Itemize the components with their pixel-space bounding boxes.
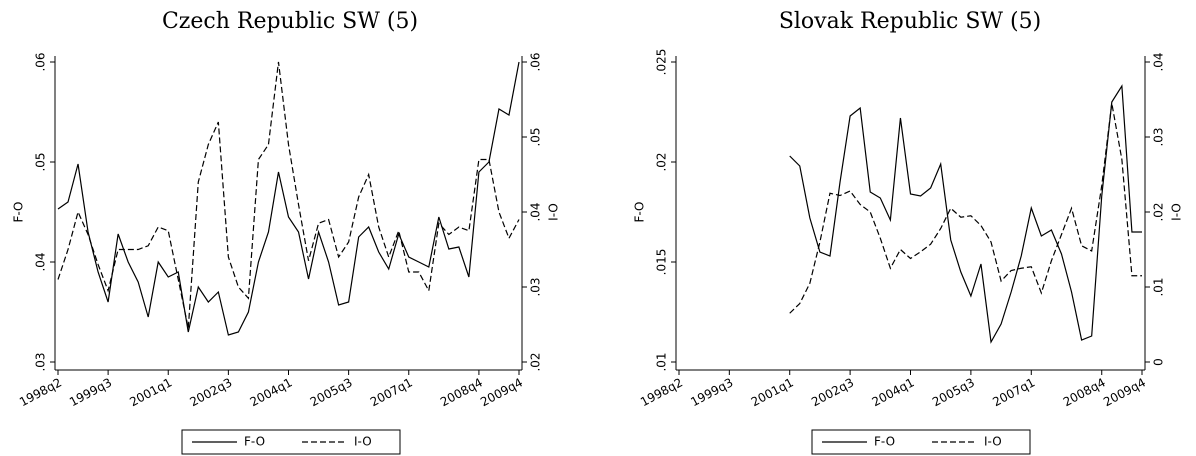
y-tick-label: .025	[655, 49, 669, 76]
series-line	[57, 61, 520, 329]
legend-box	[181, 429, 401, 455]
chart-title: Czech Republic SW (5)	[162, 9, 418, 34]
x-tick-label: 1998q2	[638, 375, 685, 409]
y2-axis-title: I-O	[547, 203, 561, 221]
x-tick-label: 1998q2	[17, 375, 64, 409]
series-line	[789, 84, 1142, 344]
y-tick-label: .06	[34, 52, 48, 71]
x-tick-label: 2009q4	[478, 375, 525, 409]
y2-tick-label: .04	[529, 202, 543, 221]
x-tick-label: 2005q3	[930, 375, 977, 409]
y2-tick-label: .03	[1152, 127, 1166, 146]
y2-tick-label: .03	[529, 277, 543, 296]
x-tick-label: 2005q3	[308, 375, 355, 409]
x-tick-label: 2008q4	[1061, 375, 1108, 409]
series-line	[57, 61, 520, 336]
y2-tick-label: 0	[1152, 358, 1166, 366]
y2-tick-label: .06	[529, 52, 543, 71]
y2-tick-label: .01	[1152, 277, 1166, 296]
y-tick-label: .04	[34, 252, 48, 271]
x-tick-label: 2004q1	[248, 375, 295, 409]
legend-label: I-O	[984, 435, 1002, 449]
x-tick-label: 2009q4	[1101, 375, 1148, 409]
x-tick-label: 2007q1	[368, 375, 415, 409]
x-tick-label: 1999q3	[67, 375, 114, 409]
chart-title: Slovak Republic SW (5)	[779, 9, 1041, 34]
y-tick-label: .03	[34, 352, 48, 371]
x-tick-label: 1999q3	[688, 375, 735, 409]
x-tick-label: 2004q1	[870, 375, 917, 409]
x-tick-label: 2001q1	[749, 375, 796, 409]
y-tick-label: .01	[655, 352, 669, 371]
x-tick-label: 2002q3	[809, 375, 856, 409]
legend-box	[811, 429, 1031, 455]
legend-label: F-O	[874, 435, 895, 449]
legend-label: I-O	[354, 435, 372, 449]
legend-label: F-O	[244, 435, 265, 449]
y2-tick-label: .02	[529, 352, 543, 371]
y-tick-label: .015	[655, 249, 669, 276]
y-axis-title: F-O	[633, 201, 647, 222]
y2-axis-title: I-O	[1170, 203, 1184, 221]
x-tick-label: 2001q1	[127, 375, 174, 409]
y2-tick-label: .05	[529, 127, 543, 146]
y-tick-label: .02	[655, 152, 669, 171]
x-tick-label: 2008q4	[438, 375, 485, 409]
series-line	[789, 103, 1142, 314]
y-tick-label: .05	[34, 152, 48, 171]
x-tick-label: 2002q3	[187, 375, 234, 409]
y-axis-title: F-O	[12, 201, 26, 222]
y2-tick-label: .04	[1152, 52, 1166, 71]
y2-tick-label: .02	[1152, 202, 1166, 221]
x-tick-label: 2007q1	[990, 375, 1037, 409]
